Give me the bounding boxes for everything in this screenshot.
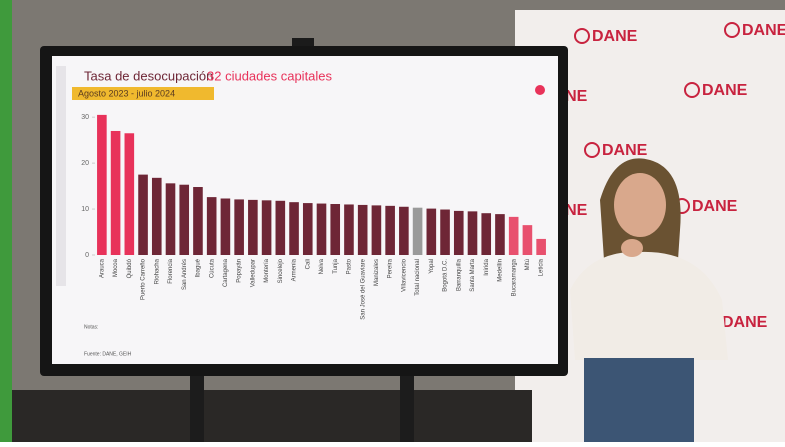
logo-text: DANE (692, 198, 738, 215)
logo-text: DANE (602, 142, 648, 159)
x-tick-label: San José del Guaviare (360, 258, 366, 319)
bar (358, 205, 368, 255)
bar (221, 198, 231, 255)
bar (152, 178, 162, 255)
bar (495, 214, 505, 255)
x-tick-label: Mocoa (113, 258, 119, 277)
scene: DANEDANEDANEDANEDANEDANEDANEDANE Tasa de… (0, 0, 785, 442)
x-tick-label: Cali (305, 259, 311, 269)
bar (303, 203, 313, 255)
x-tick-label: Barranquilla (456, 258, 462, 291)
x-tick-label: Ibagué (196, 258, 202, 277)
x-tick-label: Manizales (374, 259, 380, 286)
x-tick-label: Sincelejo (278, 258, 284, 283)
bar (413, 208, 423, 255)
bar (207, 197, 217, 255)
source: Fuente: DANE, GEIH (84, 351, 132, 357)
bar (481, 213, 491, 255)
bar (509, 217, 519, 255)
bar (179, 185, 189, 255)
y-tick-label: 0 (85, 252, 89, 259)
bar (344, 204, 354, 255)
chart-subtitle: Agosto 2023 - julio 2024 (78, 88, 175, 98)
bar (372, 205, 382, 255)
bar (454, 211, 464, 255)
stand (190, 370, 204, 442)
x-tick-label: Valledupar (250, 259, 256, 287)
notes-label: Notas: (84, 324, 98, 330)
x-tick-label: Leticia (539, 258, 545, 276)
jeans (584, 358, 694, 442)
x-tick-label: Arauca (99, 258, 105, 278)
x-tick-label: Pereira (388, 258, 394, 278)
bar (399, 207, 409, 255)
x-tick-label: Mitú (525, 259, 531, 270)
x-tick-label: Popayán (237, 259, 243, 283)
x-tick-label: Montería (264, 258, 270, 282)
x-tick-label: Medellín (498, 259, 504, 282)
bar (234, 199, 244, 255)
icon (535, 85, 545, 95)
bar (125, 133, 135, 255)
x-tick-label: Cartagena (223, 258, 229, 287)
bar (427, 209, 437, 255)
x-tick-label: Puerto Carreño (141, 258, 147, 300)
x-tick-label: Quibdó (127, 258, 133, 278)
logo-text: DANE (702, 82, 748, 99)
bar (276, 201, 286, 255)
bar (317, 204, 327, 255)
x-tick-label: Inírida (484, 258, 490, 275)
bar (536, 239, 546, 255)
x-tick-label: Cúcuta (209, 258, 215, 278)
bar (111, 131, 121, 255)
bar (248, 200, 258, 255)
x-tick-label: Pasto (347, 258, 353, 274)
left-strip (0, 0, 12, 442)
y-tick-label: 30 (81, 114, 89, 121)
stand (400, 370, 414, 442)
bar (523, 225, 533, 255)
toolbar (56, 66, 66, 286)
bar (468, 211, 478, 255)
floor-shadow (12, 390, 532, 442)
x-tick-label: Bogotá D.C. (443, 259, 449, 292)
x-tick-label: Neiva (319, 258, 325, 274)
bar (262, 200, 272, 255)
bar (138, 175, 148, 255)
x-tick-label: Santa Marta (470, 258, 476, 291)
y-tick-label: 20 (81, 160, 89, 167)
chart-title-highlight: 32 ciudades capitales (207, 68, 333, 83)
x-tick-label: Yopal (429, 259, 435, 274)
bar (440, 210, 450, 255)
hand (621, 239, 643, 257)
logo-text: DANE (592, 28, 638, 45)
bar (289, 202, 299, 255)
x-tick-label: Florencia (168, 258, 174, 283)
x-tick-label: Villavicencio (401, 258, 407, 292)
bar (166, 183, 176, 255)
bar (97, 115, 107, 255)
bar (385, 206, 395, 255)
y-tick-label: 10 (81, 206, 89, 213)
logo-text: DANE (722, 314, 768, 331)
x-tick-label: Total nacional (415, 259, 421, 296)
face (614, 173, 666, 237)
x-tick-label: Armenia (292, 258, 298, 281)
bar (330, 204, 340, 255)
chart-title: Tasa de desocupación (84, 68, 213, 83)
bar (193, 187, 203, 255)
x-tick-label: Bucaramanga (511, 258, 517, 296)
x-tick-label: Tunja (333, 258, 339, 273)
logo-text: DANE (742, 22, 785, 39)
x-tick-label: San Andrés (182, 259, 188, 290)
x-tick-label: Riohacha (154, 258, 160, 284)
